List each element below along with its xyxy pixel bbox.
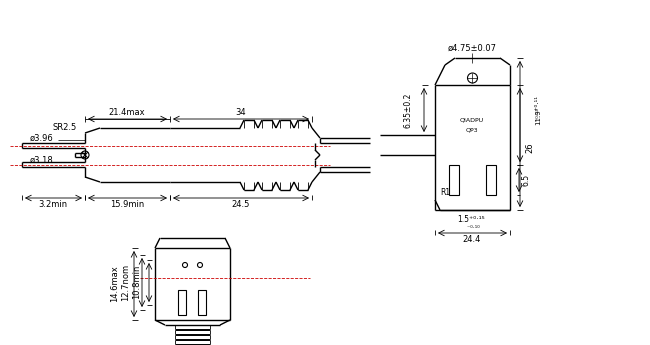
- Bar: [449, 165, 459, 195]
- Text: ø4.75±0.07: ø4.75±0.07: [447, 43, 497, 52]
- Text: 6.35±0.2: 6.35±0.2: [404, 92, 413, 128]
- Text: 26: 26: [525, 143, 534, 153]
- Text: 1.5⁺⁰·¹⁵: 1.5⁺⁰·¹⁵: [457, 216, 485, 225]
- Text: 11.9⁺⁰·¹¹: 11.9⁺⁰·¹¹: [535, 95, 541, 125]
- Text: ø3.96: ø3.96: [30, 134, 54, 142]
- Text: 34: 34: [236, 108, 246, 117]
- Text: 3.2min: 3.2min: [38, 199, 68, 208]
- Bar: [486, 165, 496, 195]
- Text: 14.6max: 14.6max: [111, 266, 120, 302]
- Text: 12.7nom: 12.7nom: [122, 264, 131, 300]
- Text: QIADPU: QIADPU: [460, 118, 484, 122]
- Text: 10.8min: 10.8min: [133, 265, 142, 299]
- Text: SR2.5: SR2.5: [52, 122, 76, 131]
- Text: 24.5: 24.5: [232, 199, 250, 208]
- Bar: [178, 290, 186, 315]
- Text: ø3.18: ø3.18: [30, 156, 54, 165]
- Text: QP3: QP3: [465, 128, 478, 132]
- Text: 24.4: 24.4: [463, 236, 481, 245]
- Text: R1: R1: [440, 187, 450, 197]
- Text: 21.4max: 21.4max: [109, 108, 146, 117]
- Text: ₋₀.₁₀: ₋₀.₁₀: [463, 224, 479, 228]
- Text: ₋₀.₁₃: ₋₀.₁₃: [536, 109, 541, 127]
- Text: 6.5: 6.5: [521, 174, 530, 186]
- Text: 15.9min: 15.9min: [110, 199, 144, 208]
- Bar: [198, 290, 206, 315]
